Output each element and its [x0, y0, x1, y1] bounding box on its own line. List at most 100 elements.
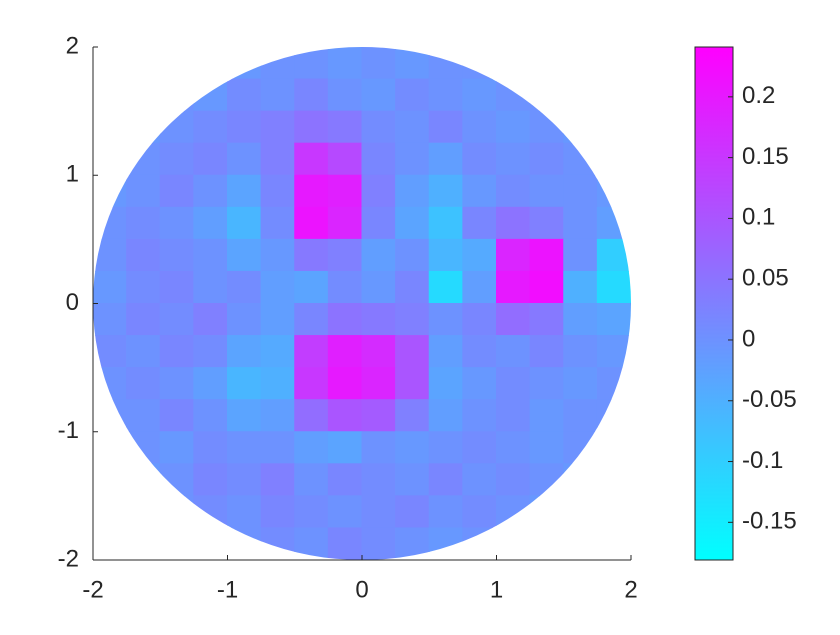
- mesh-cell: [462, 174, 497, 208]
- mesh-cell: [159, 399, 195, 433]
- mesh-cell: [563, 142, 598, 176]
- mesh-cell: [227, 463, 262, 497]
- mesh-cell: [428, 142, 464, 176]
- mesh-cell: [126, 238, 161, 272]
- mesh-cell: [395, 78, 430, 112]
- colorbar-tick-label: -0.05: [742, 386, 797, 413]
- mesh-cell: [227, 335, 262, 369]
- y-tick-label: -1: [58, 417, 79, 444]
- mesh-cell: [361, 110, 397, 144]
- mesh-cell: [227, 367, 262, 401]
- mesh-cell: [126, 142, 161, 176]
- mesh-cell: [227, 495, 262, 529]
- mesh-cell: [294, 303, 329, 337]
- mesh-cell: [529, 270, 565, 304]
- mesh-cell: [361, 270, 397, 304]
- mesh-cell: [126, 110, 161, 144]
- mesh-cell: [327, 78, 363, 112]
- mesh-cell: [227, 142, 262, 176]
- mesh-cell: [428, 174, 464, 208]
- mesh-cell: [462, 270, 497, 304]
- mesh-cell: [294, 238, 329, 272]
- mesh-cell: [294, 270, 329, 304]
- mesh-cell: [496, 174, 531, 208]
- mesh-cell: [93, 206, 128, 240]
- mesh-cell: [327, 110, 363, 144]
- mesh-cell: [327, 174, 363, 208]
- mesh-cell: [361, 47, 397, 80]
- colorbar-tick-label: 0: [742, 325, 755, 352]
- mesh-cell: [361, 174, 397, 208]
- mesh-cell: [529, 367, 565, 401]
- mesh-cell: [327, 495, 363, 529]
- mesh-cell: [193, 78, 228, 112]
- mesh-cell: [462, 206, 497, 240]
- mesh-cell: [462, 110, 497, 144]
- colorbar-tick-label: 0.05: [742, 265, 789, 292]
- mesh-cell: [361, 495, 397, 529]
- mesh-cell: [159, 110, 195, 144]
- mesh-cell: [361, 335, 397, 369]
- mesh-cell: [126, 270, 161, 304]
- mesh-cell: [193, 463, 228, 497]
- mesh-cell: [563, 174, 598, 208]
- mesh-cell: [159, 431, 195, 465]
- mesh-cell: [529, 110, 565, 144]
- mesh-cell: [529, 399, 565, 433]
- mesh-cell: [462, 142, 497, 176]
- mesh-cell: [294, 78, 329, 112]
- mesh-cell: [596, 335, 631, 369]
- mesh-cell: [193, 206, 228, 240]
- mesh-cell: [563, 463, 598, 497]
- mesh-cell: [93, 270, 128, 304]
- mesh-cell: [159, 238, 195, 272]
- mesh-cell: [428, 47, 464, 80]
- mesh-cell: [563, 110, 598, 144]
- mesh-cell: [227, 47, 262, 80]
- mesh-cell: [563, 303, 598, 337]
- mesh-cell: [193, 335, 228, 369]
- mesh-cell: [227, 431, 262, 465]
- mesh-cell: [563, 431, 598, 465]
- mesh-cell: [159, 142, 195, 176]
- mesh-cell: [529, 431, 565, 465]
- x-tick-label: 2: [624, 576, 637, 603]
- mesh-cell: [260, 399, 296, 433]
- mesh-cell: [361, 367, 397, 401]
- mesh-cell: [462, 495, 497, 529]
- mesh-cell: [428, 303, 464, 337]
- mesh-cell: [428, 463, 464, 497]
- mesh-cell: [193, 399, 228, 433]
- mesh-cell: [395, 142, 430, 176]
- mesh-cell: [395, 238, 430, 272]
- mesh-cell: [596, 206, 631, 240]
- mesh-cell: [395, 110, 430, 144]
- mesh-cell: [327, 527, 363, 560]
- mesh-cell: [327, 463, 363, 497]
- mesh-cell: [327, 142, 363, 176]
- mesh-cell: [496, 270, 531, 304]
- mesh-cell: [159, 367, 195, 401]
- mesh-cell: [529, 142, 565, 176]
- mesh-cell: [294, 174, 329, 208]
- mesh-cell: [361, 303, 397, 337]
- mesh-cell: [395, 495, 430, 529]
- mesh-cell: [260, 367, 296, 401]
- mesh-cell: [428, 527, 464, 560]
- mesh-cell: [428, 78, 464, 112]
- mesh-cell: [327, 47, 363, 80]
- mesh-cell: [462, 463, 497, 497]
- mesh-cell: [428, 495, 464, 529]
- mesh-cell: [462, 47, 497, 80]
- mesh-cell: [159, 303, 195, 337]
- mesh-cell: [126, 367, 161, 401]
- mesh-cell: [260, 174, 296, 208]
- mesh-cell: [395, 527, 430, 560]
- x-tick-label: 0: [355, 576, 368, 603]
- mesh-cell: [159, 206, 195, 240]
- mesh-cell: [159, 78, 195, 112]
- mesh-cell: [428, 335, 464, 369]
- mesh: [93, 47, 631, 560]
- mesh-cell: [395, 431, 430, 465]
